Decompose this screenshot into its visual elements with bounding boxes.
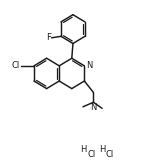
Text: N: N xyxy=(90,103,97,112)
Text: H: H xyxy=(99,145,106,154)
Text: Cl: Cl xyxy=(106,150,114,159)
Text: H: H xyxy=(81,145,87,154)
Text: Cl: Cl xyxy=(12,61,20,70)
Text: Cl: Cl xyxy=(87,150,95,159)
Text: F: F xyxy=(46,33,51,42)
Text: N: N xyxy=(86,61,93,70)
